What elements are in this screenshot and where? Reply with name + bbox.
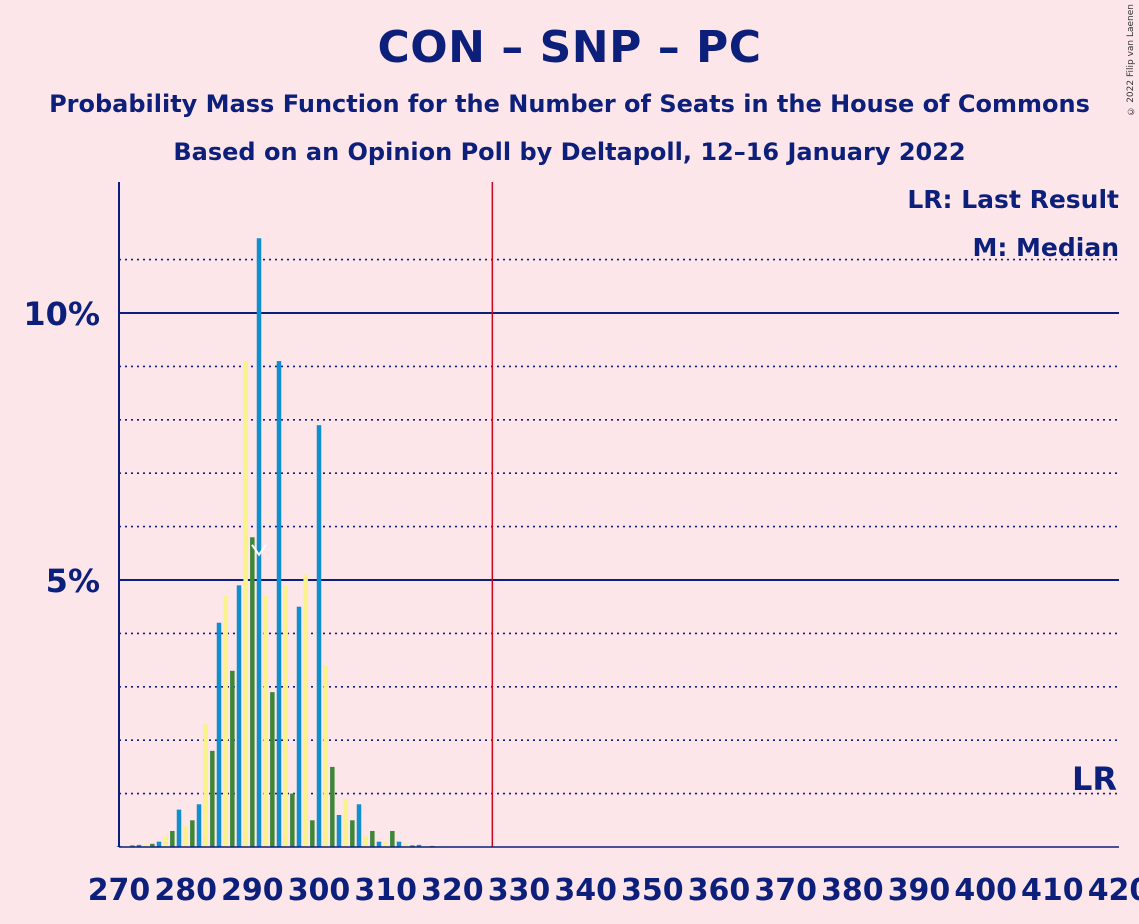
bar-seats-314 bbox=[410, 845, 415, 847]
x-tick-label: 310 bbox=[354, 873, 417, 908]
bar-seats-313 bbox=[403, 844, 408, 847]
x-tick-label: 410 bbox=[1021, 873, 1084, 908]
bar-seats-276 bbox=[156, 841, 162, 847]
bar-seats-310 bbox=[383, 841, 388, 847]
chart-title: CON – SNP – PC bbox=[377, 22, 762, 73]
bar-seats-282 bbox=[196, 804, 202, 847]
bar-seats-281 bbox=[190, 820, 195, 847]
bar-seats-274 bbox=[143, 844, 148, 847]
bar-seats-299 bbox=[310, 820, 315, 847]
legend-last-result: LR: Last Result bbox=[907, 185, 1119, 214]
bar-seats-278 bbox=[170, 830, 175, 847]
bar-seats-283 bbox=[203, 724, 208, 847]
bar-seats-295 bbox=[283, 585, 288, 847]
y-tick-label: 5% bbox=[46, 562, 100, 600]
bar-seats-280 bbox=[183, 825, 188, 847]
bar-seats-292 bbox=[263, 596, 268, 847]
lr-marker: LR bbox=[1071, 760, 1117, 798]
bar-seats-287 bbox=[230, 670, 235, 847]
x-tick-label: 270 bbox=[88, 873, 151, 908]
bar-seats-285 bbox=[216, 622, 222, 847]
bar-seats-315 bbox=[416, 844, 422, 847]
bar-seats-290 bbox=[250, 537, 255, 847]
bar-seats-307 bbox=[363, 836, 368, 847]
x-tick-label: 300 bbox=[288, 873, 351, 908]
chart-subtitle: Probability Mass Function for the Number… bbox=[49, 90, 1090, 118]
chart-source: Based on an Opinion Poll by Deltapoll, 1… bbox=[173, 138, 966, 166]
bar-seats-298 bbox=[303, 574, 308, 847]
bar-seats-273 bbox=[136, 844, 142, 847]
bar-seats-305 bbox=[350, 820, 355, 847]
bar-seats-308 bbox=[370, 830, 375, 847]
bar-seats-284 bbox=[210, 750, 215, 847]
bar-seats-297 bbox=[296, 606, 302, 847]
bar-seats-296 bbox=[290, 793, 295, 847]
x-tick-label: 380 bbox=[821, 873, 884, 908]
bar-seats-303 bbox=[336, 814, 342, 847]
x-tick-label: 370 bbox=[754, 873, 817, 908]
bar-seats-275 bbox=[150, 843, 155, 847]
x-tick-label: 280 bbox=[154, 873, 217, 908]
bar-seats-293 bbox=[270, 692, 275, 847]
bar-seats-306 bbox=[356, 804, 362, 847]
y-tick-label: 10% bbox=[23, 295, 100, 333]
bar-seats-302 bbox=[330, 766, 335, 847]
bar-seats-294 bbox=[276, 361, 282, 847]
x-tick-label: 420 bbox=[1088, 873, 1139, 908]
bar-seats-304 bbox=[343, 798, 348, 847]
legend-median: M: Median bbox=[972, 233, 1119, 262]
bar-seats-288 bbox=[236, 585, 242, 847]
x-tick-label: 290 bbox=[221, 873, 284, 908]
bar-seats-312 bbox=[396, 841, 402, 847]
bar-seats-272 bbox=[130, 845, 135, 847]
bar-seats-300 bbox=[316, 425, 322, 847]
bar-seats-311 bbox=[390, 830, 395, 847]
bar-seats-277 bbox=[163, 836, 168, 847]
bar-seats-279 bbox=[176, 809, 182, 847]
x-tick-label: 340 bbox=[554, 873, 617, 908]
median-marker bbox=[251, 544, 267, 557]
x-tick-label: 320 bbox=[421, 873, 484, 908]
x-tick-label: 350 bbox=[621, 873, 684, 908]
x-tick-label: 360 bbox=[688, 873, 751, 908]
x-tick-label: 400 bbox=[954, 873, 1017, 908]
bar-seats-309 bbox=[376, 841, 382, 847]
bar-seats-289 bbox=[243, 361, 248, 847]
x-tick-label: 330 bbox=[488, 873, 551, 908]
bar-seats-286 bbox=[223, 596, 228, 847]
x-tick-label: 390 bbox=[888, 873, 951, 908]
bar-seats-291 bbox=[256, 238, 262, 848]
bar-seats-301 bbox=[323, 665, 328, 847]
